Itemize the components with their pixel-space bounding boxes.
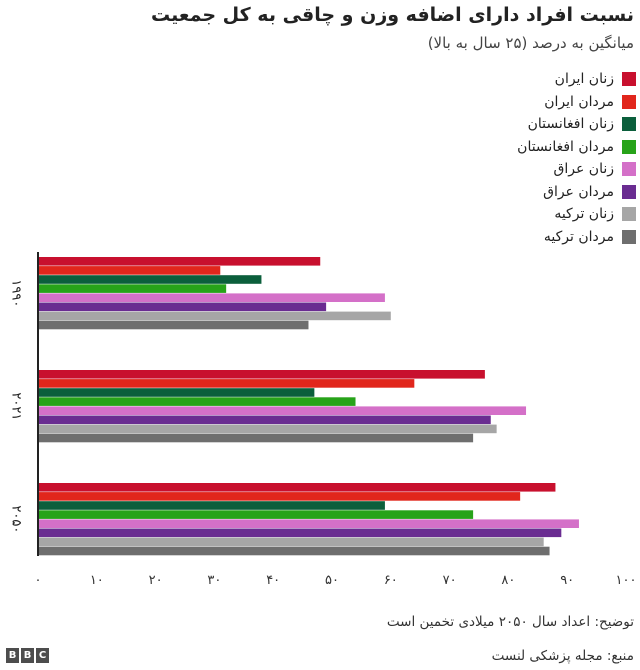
legend-item: مردان ایران [517, 91, 636, 114]
legend-label: مردان ترکیه [543, 228, 614, 245]
x-tick-label: ۸۰ [501, 573, 515, 588]
bar [39, 284, 227, 293]
x-tick-label: ۰ [35, 573, 42, 588]
bar-chart: ۱۹۹۰ ۲۰۲۱ ۲۰۵۰ ۰ ۱۰ ۲۰ ۳۰ ۴۰ ۵۰ ۶۰ ۷۰ ۸۰ ۹۰ ۱۰۰ [9, 252, 637, 588]
bar [39, 546, 550, 556]
bbc-logo: B B C [6, 648, 49, 663]
bar [39, 257, 321, 266]
x-tick-label: ۱۰ [90, 573, 104, 588]
logo-letter: B [21, 648, 34, 663]
bar [39, 266, 221, 275]
chart-title: نسبت افراد دارای اضافه وزن و چاقی به کل … [151, 4, 634, 26]
bar [39, 370, 485, 379]
bar [39, 433, 474, 443]
logo-letter: B [6, 648, 19, 663]
x-tick-label: ۶۰ [384, 573, 398, 588]
legend-swatch [622, 72, 636, 87]
x-tick-label: ۷۰ [443, 573, 457, 588]
bar [39, 510, 474, 519]
bar [39, 379, 415, 388]
bar [39, 406, 527, 415]
legend-swatch [622, 117, 636, 132]
x-tick-label: ۹۰ [560, 573, 574, 588]
bar [39, 519, 579, 528]
bar [39, 537, 544, 547]
legend-item: زنان عراق [517, 158, 636, 181]
bar [39, 492, 521, 501]
category-label: ۲۰۵۰ [9, 505, 24, 533]
bar [39, 415, 491, 425]
x-tick-label: ۲۰ [149, 573, 163, 588]
bar [39, 501, 385, 510]
bar [39, 320, 309, 330]
category-label: ۱۹۹۰ [9, 279, 24, 307]
bar [39, 275, 262, 284]
legend-swatch [622, 94, 636, 109]
legend-label: زنان ایران [554, 71, 614, 88]
legend-label: مردان ایران [544, 93, 614, 110]
legend-item: زنان ترکیه [517, 203, 636, 226]
legend-label: زنان عراق [553, 161, 614, 178]
bar [39, 388, 315, 397]
bar [39, 528, 562, 538]
legend: زنان ایران مردان ایران زنان افغانستان مردان… [517, 68, 636, 248]
legend-item: مردان افغانستان [517, 136, 636, 159]
x-tick-label: ۴۰ [266, 573, 280, 588]
legend-swatch [622, 139, 636, 154]
source-note: منبع: مجله پزشکی لنست [491, 648, 634, 664]
bar [39, 293, 385, 302]
bar [39, 302, 327, 312]
legend-swatch [622, 229, 636, 244]
legend-swatch [622, 162, 636, 177]
x-tick-label: ۳۰ [207, 573, 221, 588]
legend-label: زنان افغانستان [527, 116, 614, 133]
legend-swatch [622, 184, 636, 199]
bar [39, 311, 391, 321]
legend-item: مردان ترکیه [517, 226, 636, 249]
footnote: توضیح: اعداد سال ۲۰۵۰ میلادی تخمین است [386, 614, 634, 630]
bar [39, 424, 497, 434]
legend-label: مردان افغانستان [517, 138, 614, 155]
legend-label: مردان عراق [543, 183, 614, 200]
legend-item: زنان ایران [517, 68, 636, 91]
chart-subtitle: میانگین به درصد (۲۵ سال به بالا) [427, 34, 634, 52]
legend-item: مردان عراق [517, 181, 636, 204]
bar [39, 483, 556, 492]
logo-letter: C [36, 648, 49, 663]
legend-swatch [622, 207, 636, 222]
legend-label: زنان ترکیه [554, 206, 614, 223]
x-tick-label: ۵۰ [325, 573, 339, 588]
x-tick-label: ۱۰۰ [616, 573, 637, 588]
category-label: ۲۰۲۱ [9, 392, 24, 420]
legend-item: زنان افغانستان [517, 113, 636, 136]
bar [39, 397, 356, 406]
